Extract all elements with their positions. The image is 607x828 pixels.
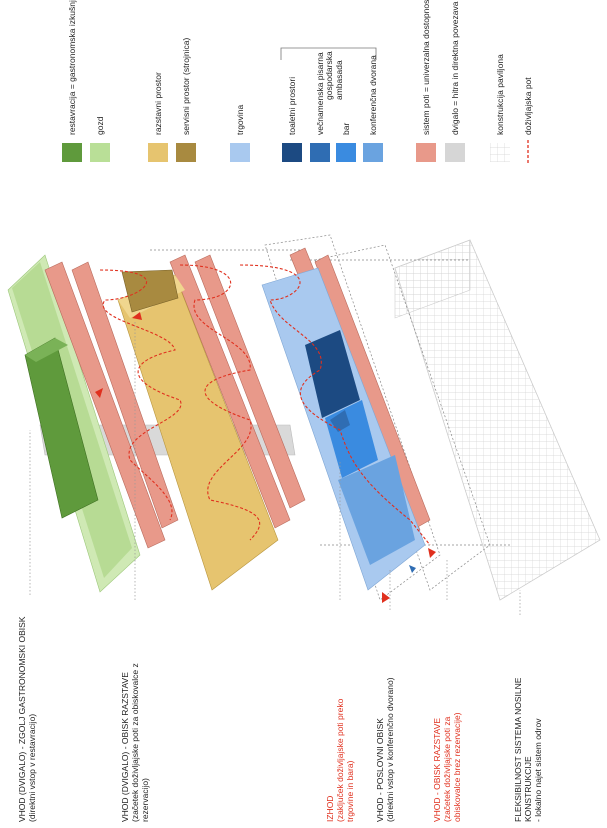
legend-label: doživljajska pot (523, 77, 533, 135)
entry-markers (95, 312, 436, 603)
entrance-detail: (začetek doživljajske poti za (442, 716, 452, 822)
group-label: gospodarska (324, 51, 334, 100)
legend-label: konstrukcija paviljona (495, 54, 505, 135)
legend-label: večnamenska pisarna (315, 52, 325, 135)
group-bracket (280, 47, 377, 60)
legend-label: trgovina (235, 104, 245, 135)
entrance-title: IZHOD (325, 796, 335, 822)
legend-label: toaletni prostori (287, 77, 297, 135)
legend-label: razstavni prostor (153, 72, 163, 135)
legend-label: konferenčna dvorana (368, 55, 378, 135)
shop-layer (261, 267, 426, 591)
entrance-detail: (zaključek doživljajske poti preko (335, 698, 345, 822)
legend-label: dvigalo = hitra in direktna povezava (450, 1, 460, 135)
entrance-detail: trgovine in bara) (345, 760, 355, 822)
legend-label: restavracija = gastronomska izkušnja (67, 0, 77, 135)
entrance-title: VHOD - OBISK RAZSTAVE (432, 718, 442, 822)
entrance-title: VHOD (DVIGALO) - OBISK RAZSTAVE (120, 672, 130, 822)
entrance-detail: rezervacijo) (140, 778, 150, 822)
construction-layer (394, 239, 601, 601)
exhibition-layer (117, 269, 279, 591)
entrance-title: FLEKSIBILNOST SISTEMA NOSILNE (513, 677, 523, 822)
entrance-detail: KONSTRUKCIJE (523, 756, 533, 822)
entrance-detail: - lokalno najet sistem odrov (533, 718, 543, 822)
group-label: ambasada (334, 60, 344, 100)
entrance-title: VHOD - POSLOVNI OBISK (375, 718, 385, 822)
legend-label: gozd (95, 116, 105, 135)
legend-label: bar (341, 123, 351, 135)
legend-label: servisni prostor (strojnica) (181, 38, 191, 135)
entrance-detail: (začetek doživljajske poti za obiskovalc… (130, 663, 140, 822)
legend-label: sistem poti = univerzalna dostopnost (421, 0, 431, 135)
entrance-detail: (direktni vstop v restavracijo) (27, 714, 37, 822)
experience-path (99, 264, 431, 546)
forest-layer (7, 254, 141, 593)
entrance-title: VHOD (DVIGALO) - ZGOLJ GASTRONOMSKI OBIS… (17, 616, 27, 822)
entrance-detail: obiskovalce brez rezervacije) (452, 712, 462, 822)
legend-swatches (62, 140, 529, 163)
entrance-detail: (direktni vstop v konferenčno dvorano) (385, 677, 395, 822)
leader-lines (29, 320, 521, 615)
